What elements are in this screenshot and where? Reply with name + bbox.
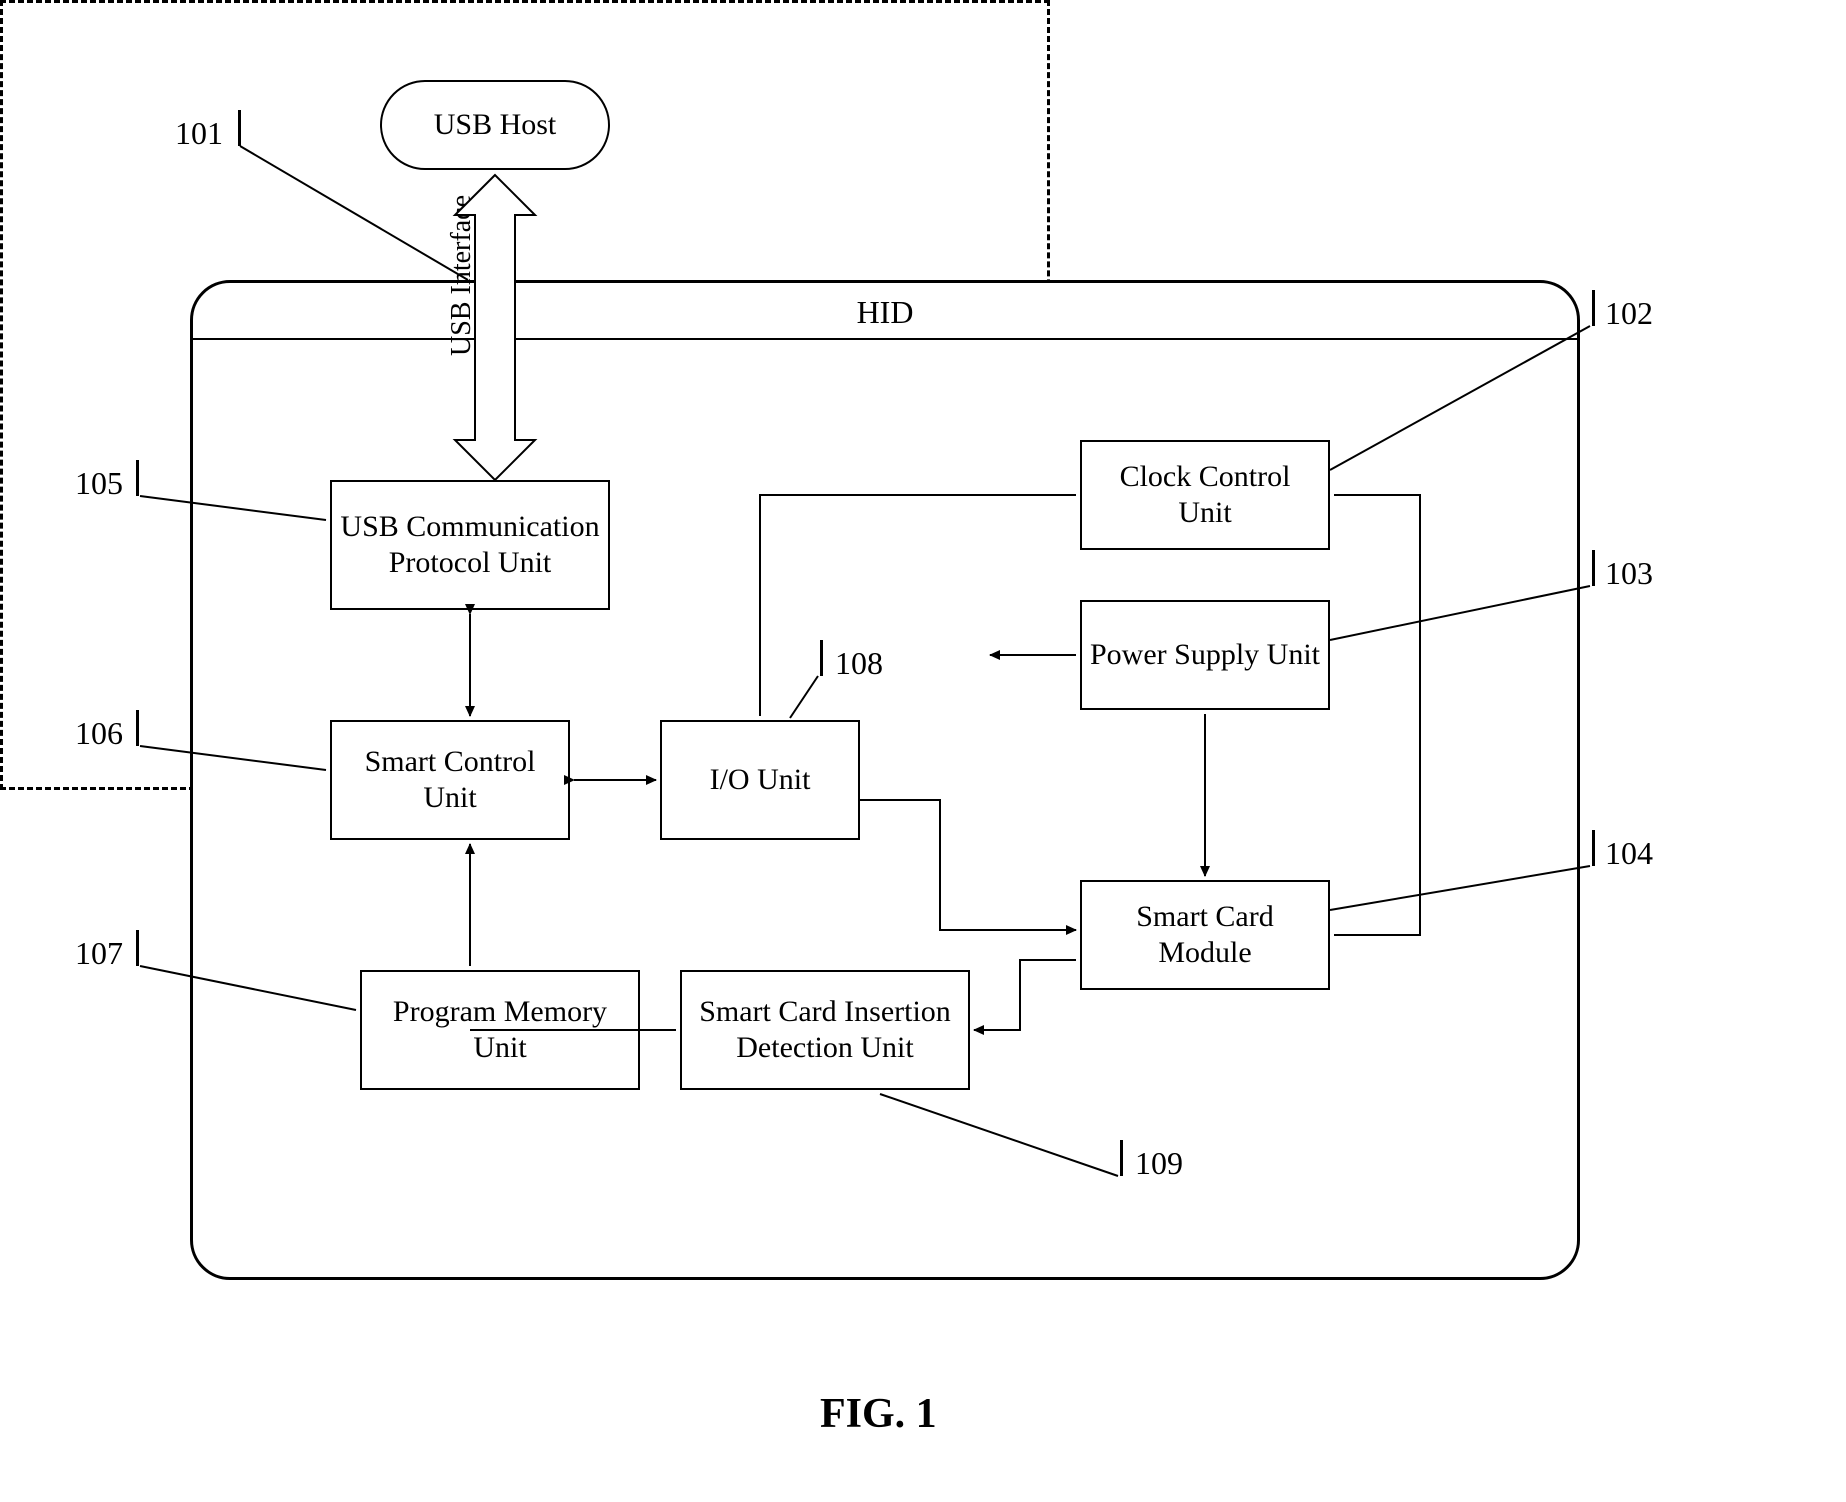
ref-tick-109 [1120,1140,1123,1176]
ref-tick-102 [1592,290,1595,326]
insertion-detection-unit: Smart Card Insertion Detection Unit [680,970,970,1090]
smart-card-module-label: Smart Card Module [1090,899,1320,971]
usb-interface-label: USB Interface [446,195,478,356]
power-supply-unit: Power Supply Unit [1080,600,1330,710]
clock-control-label: Clock Control Unit [1090,459,1320,531]
ref-tick-104 [1592,830,1595,866]
ref-tick-108 [820,640,823,676]
ref-102: 102 [1605,295,1653,332]
ref-107: 107 [75,935,123,972]
program-memory-unit: Program Memory Unit [360,970,640,1090]
ref-tick-101 [238,110,241,146]
ref-103: 103 [1605,555,1653,592]
ref-106: 106 [75,715,123,752]
ref-tick-105 [136,460,139,496]
usb-comm-protocol-unit: USB Communication Protocol Unit [330,480,610,610]
smart-card-module: Smart Card Module [1080,880,1330,990]
usb-comm-label: USB Communication Protocol Unit [340,509,600,581]
ref-104: 104 [1605,835,1653,872]
ref-tick-106 [136,710,139,746]
ref-108: 108 [835,645,883,682]
hid-title-divider [192,338,1578,340]
hid-title: HID [190,294,1580,331]
ref-tick-107 [136,930,139,966]
diagram-root: USB Host HID Clock Control Unit Power Su… [0,0,1846,1502]
ref-109: 109 [1135,1145,1183,1182]
insertion-detection-label: Smart Card Insertion Detection Unit [690,994,960,1066]
io-unit-label: I/O Unit [710,762,811,798]
clock-control-unit: Clock Control Unit [1080,440,1330,550]
power-supply-label: Power Supply Unit [1090,637,1320,673]
io-unit: I/O Unit [660,720,860,840]
smart-control-unit: Smart Control Unit [330,720,570,840]
smart-control-label: Smart Control Unit [340,744,560,816]
usb-host-node: USB Host [380,80,610,170]
figure-caption: FIG. 1 [820,1390,937,1438]
ref-105: 105 [75,465,123,502]
ref-101: 101 [175,115,223,152]
ref-tick-103 [1592,550,1595,586]
program-memory-label: Program Memory Unit [370,994,630,1066]
usb-host-label: USB Host [434,107,557,143]
